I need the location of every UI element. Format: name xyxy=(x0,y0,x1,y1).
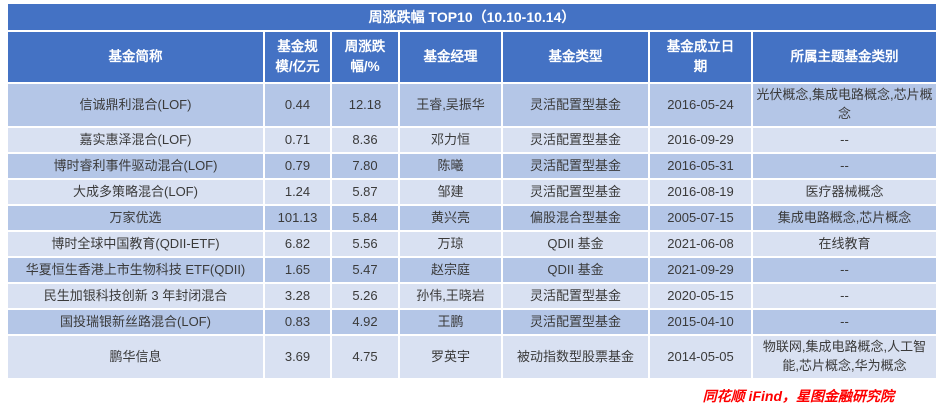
fund-name-cell: 嘉实惠泽混合(LOF) xyxy=(8,128,263,152)
fund-name-cell: 华夏恒生香港上市生物科技 ETF(QDII) xyxy=(8,258,263,282)
inception-date-cell: 2021-06-08 xyxy=(650,232,751,256)
table-title: 周涨跌幅 TOP10（10.10-10.14） xyxy=(8,4,936,30)
fund-manager-cell: 黄兴亮 xyxy=(400,206,501,230)
header-inception-date: 基金成立日 期 xyxy=(650,32,751,82)
fund-manager-cell: 罗英宇 xyxy=(400,336,501,378)
header-fund-type: 基金类型 xyxy=(503,32,648,82)
weekly-change-cell: 7.80 xyxy=(332,154,398,178)
fund-name-cell: 博时全球中国教育(QDII-ETF) xyxy=(8,232,263,256)
fund-type-cell: 灵活配置型基金 xyxy=(503,310,648,334)
header-fund-name: 基金简称 xyxy=(8,32,263,82)
fund-type-cell: 灵活配置型基金 xyxy=(503,284,648,308)
inception-date-cell: 2014-05-05 xyxy=(650,336,751,378)
fund-scale-cell: 6.82 xyxy=(265,232,330,256)
fund-name-cell: 国投瑞银新丝路混合(LOF) xyxy=(8,310,263,334)
fund-name-cell: 信诚鼎利混合(LOF) xyxy=(8,84,263,126)
fund-name-cell: 鹏华信息 xyxy=(8,336,263,378)
fund-manager-cell: 王睿,吴振华 xyxy=(400,84,501,126)
inception-date-cell: 2021-09-29 xyxy=(650,258,751,282)
theme-category-cell: 光伏概念,集成电路概念,芯片概念 xyxy=(753,84,936,126)
table-row: 鹏华信息 3.69 4.75 罗英宇 被动指数型股票基金 2014-05-05 … xyxy=(8,336,936,378)
fund-manager-cell: 万琼 xyxy=(400,232,501,256)
fund-manager-cell: 邓力恒 xyxy=(400,128,501,152)
fund-name-cell: 民生加银科技创新 3 年封闭混合 xyxy=(8,284,263,308)
weekly-change-cell: 5.47 xyxy=(332,258,398,282)
fund-name-cell: 大成多策略混合(LOF) xyxy=(8,180,263,204)
theme-category-cell: -- xyxy=(753,284,936,308)
fund-table-container: 周涨跌幅 TOP10（10.10-10.14） 基金简称 基金规 模/亿元 周涨… xyxy=(6,4,938,380)
weekly-change-cell: 5.84 xyxy=(332,206,398,230)
fund-type-cell: 被动指数型股票基金 xyxy=(503,336,648,378)
fund-name-cell: 博时睿利事件驱动混合(LOF) xyxy=(8,154,263,178)
inception-date-cell: 2015-04-10 xyxy=(650,310,751,334)
fund-type-cell: 灵活配置型基金 xyxy=(503,128,648,152)
weekly-change-cell: 5.26 xyxy=(332,284,398,308)
fund-manager-cell: 邹建 xyxy=(400,180,501,204)
weekly-change-cell: 12.18 xyxy=(332,84,398,126)
fund-type-cell: 灵活配置型基金 xyxy=(503,154,648,178)
table-row: 信诚鼎利混合(LOF) 0.44 12.18 王睿,吴振华 灵活配置型基金 20… xyxy=(8,84,936,126)
fund-name-cell: 万家优选 xyxy=(8,206,263,230)
theme-category-cell: -- xyxy=(753,154,936,178)
header-theme-category: 所属主题基金类别 xyxy=(753,32,936,82)
fund-scale-cell: 0.71 xyxy=(265,128,330,152)
fund-manager-cell: 赵宗庭 xyxy=(400,258,501,282)
table-body: 信诚鼎利混合(LOF) 0.44 12.18 王睿,吴振华 灵活配置型基金 20… xyxy=(8,84,936,378)
inception-date-cell: 2016-08-19 xyxy=(650,180,751,204)
fund-scale-cell: 0.79 xyxy=(265,154,330,178)
table-row: 嘉实惠泽混合(LOF) 0.71 8.36 邓力恒 灵活配置型基金 2016-0… xyxy=(8,128,936,152)
weekly-change-cell: 4.92 xyxy=(332,310,398,334)
table-header: 基金简称 基金规 模/亿元 周涨跌 幅/% 基金经理 基金类型 基金成立日 期 … xyxy=(8,32,936,82)
theme-category-cell: -- xyxy=(753,310,936,334)
theme-category-cell: -- xyxy=(753,258,936,282)
fund-scale-cell: 101.13 xyxy=(265,206,330,230)
inception-date-cell: 2005-07-15 xyxy=(650,206,751,230)
header-weekly-change: 周涨跌 幅/% xyxy=(332,32,398,82)
weekly-change-cell: 4.75 xyxy=(332,336,398,378)
fund-manager-cell: 陈曦 xyxy=(400,154,501,178)
fund-type-cell: QDII 基金 xyxy=(503,258,648,282)
fund-type-cell: 灵活配置型基金 xyxy=(503,84,648,126)
theme-category-cell: 物联网,集成电路概念,人工智能,芯片概念,华为概念 xyxy=(753,336,936,378)
fund-manager-cell: 孙伟,王晓岩 xyxy=(400,284,501,308)
fund-scale-cell: 3.28 xyxy=(265,284,330,308)
fund-type-cell: 偏股混合型基金 xyxy=(503,206,648,230)
inception-date-cell: 2016-05-24 xyxy=(650,84,751,126)
fund-scale-cell: 1.65 xyxy=(265,258,330,282)
inception-date-cell: 2016-05-31 xyxy=(650,154,751,178)
table-row: 华夏恒生香港上市生物科技 ETF(QDII) 1.65 5.47 赵宗庭 QDI… xyxy=(8,258,936,282)
inception-date-cell: 2016-09-29 xyxy=(650,128,751,152)
theme-category-cell: -- xyxy=(753,128,936,152)
fund-type-cell: 灵活配置型基金 xyxy=(503,180,648,204)
fund-manager-cell: 王鹏 xyxy=(400,310,501,334)
table-row: 博时全球中国教育(QDII-ETF) 6.82 5.56 万琼 QDII 基金 … xyxy=(8,232,936,256)
inception-date-cell: 2020-05-15 xyxy=(650,284,751,308)
table-row: 万家优选 101.13 5.84 黄兴亮 偏股混合型基金 2005-07-15 … xyxy=(8,206,936,230)
fund-table: 基金简称 基金规 模/亿元 周涨跌 幅/% 基金经理 基金类型 基金成立日 期 … xyxy=(6,30,938,380)
fund-type-cell: QDII 基金 xyxy=(503,232,648,256)
fund-scale-cell: 3.69 xyxy=(265,336,330,378)
fund-scale-cell: 1.24 xyxy=(265,180,330,204)
theme-category-cell: 在线教育 xyxy=(753,232,936,256)
weekly-change-cell: 5.87 xyxy=(332,180,398,204)
header-fund-scale: 基金规 模/亿元 xyxy=(265,32,330,82)
table-row: 博时睿利事件驱动混合(LOF) 0.79 7.80 陈曦 灵活配置型基金 201… xyxy=(8,154,936,178)
table-row: 民生加银科技创新 3 年封闭混合 3.28 5.26 孙伟,王晓岩 灵活配置型基… xyxy=(8,284,936,308)
weekly-change-cell: 5.56 xyxy=(332,232,398,256)
data-source-credit: 同花顺 iFind，星图金融研究院 xyxy=(702,388,894,404)
fund-scale-cell: 0.44 xyxy=(265,84,330,126)
fund-scale-cell: 0.83 xyxy=(265,310,330,334)
header-row: 基金简称 基金规 模/亿元 周涨跌 幅/% 基金经理 基金类型 基金成立日 期 … xyxy=(8,32,936,82)
theme-category-cell: 医疗器械概念 xyxy=(753,180,936,204)
table-row: 大成多策略混合(LOF) 1.24 5.87 邹建 灵活配置型基金 2016-0… xyxy=(8,180,936,204)
header-fund-manager: 基金经理 xyxy=(400,32,501,82)
table-row: 国投瑞银新丝路混合(LOF) 0.83 4.92 王鹏 灵活配置型基金 2015… xyxy=(8,310,936,334)
theme-category-cell: 集成电路概念,芯片概念 xyxy=(753,206,936,230)
weekly-change-cell: 8.36 xyxy=(332,128,398,152)
